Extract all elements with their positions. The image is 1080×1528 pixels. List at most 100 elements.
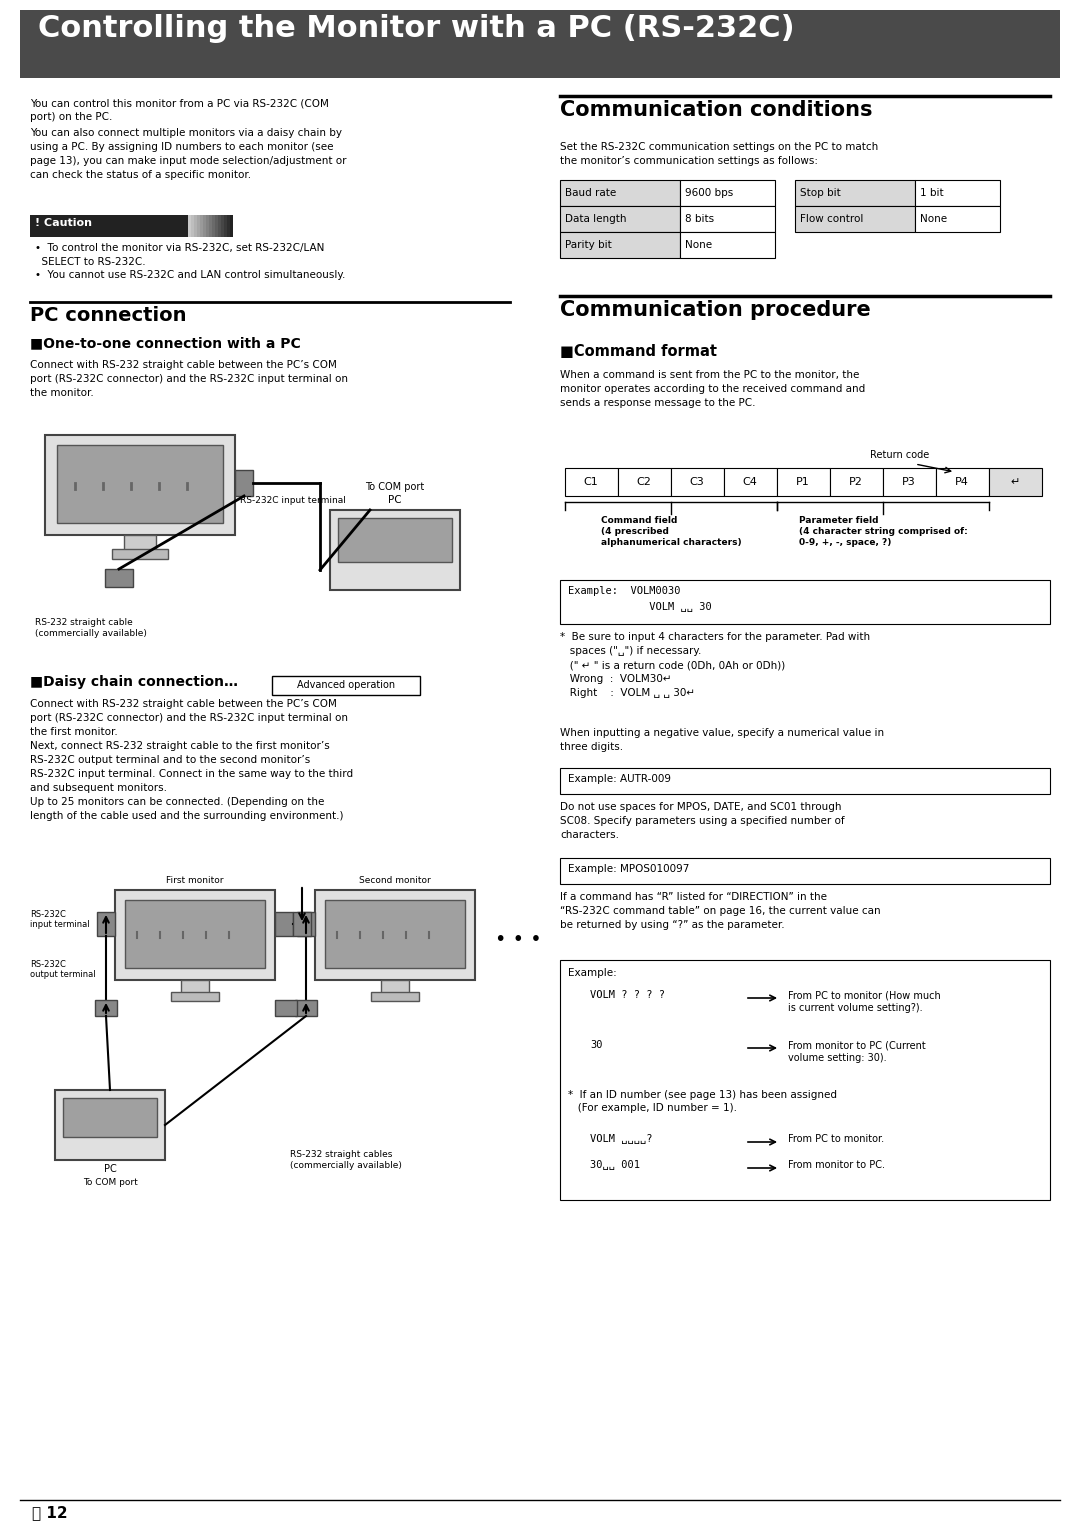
Text: •  To control the monitor via RS-232C, set RS-232C/LAN
  SELECT to RS-232C.: • To control the monitor via RS-232C, se…: [35, 243, 324, 267]
Bar: [680, 180, 775, 206]
Bar: [561, 960, 1050, 1199]
Text: 30␣␣ 001: 30␣␣ 001: [590, 1160, 640, 1170]
Bar: [63, 1099, 157, 1137]
Bar: [680, 232, 775, 258]
Text: C1: C1: [583, 477, 598, 487]
Bar: [230, 215, 233, 237]
Bar: [561, 180, 680, 206]
Bar: [227, 215, 230, 237]
Bar: [221, 215, 224, 237]
Text: ↵: ↵: [1010, 477, 1020, 487]
Bar: [618, 468, 671, 497]
Bar: [171, 992, 219, 1001]
Bar: [206, 215, 210, 237]
Text: Controlling the Monitor with a PC (RS-232C): Controlling the Monitor with a PC (RS-23…: [38, 14, 795, 43]
Text: P1: P1: [796, 477, 810, 487]
Text: 1 bit: 1 bit: [920, 188, 944, 199]
Text: Example: MPOS010097: Example: MPOS010097: [568, 863, 689, 874]
Text: Advanced operation: Advanced operation: [297, 680, 395, 691]
Text: Example:: Example:: [568, 969, 617, 978]
Text: Second monitor: Second monitor: [360, 876, 431, 885]
Bar: [124, 535, 156, 552]
Text: Return code: Return code: [870, 451, 930, 460]
Text: *  Be sure to input 4 characters for the parameter. Pad with
   spaces ("␣") if : * Be sure to input 4 characters for the …: [561, 633, 870, 698]
Text: To COM port: To COM port: [83, 1178, 137, 1187]
Bar: [112, 549, 168, 559]
Bar: [561, 769, 1050, 795]
Bar: [561, 206, 680, 232]
Bar: [125, 900, 265, 969]
Text: None: None: [685, 240, 712, 251]
Bar: [315, 889, 475, 979]
Text: Example:  VOLM0030: Example: VOLM0030: [568, 587, 680, 596]
Text: From monitor to PC.: From monitor to PC.: [788, 1160, 885, 1170]
Text: To COM port: To COM port: [365, 481, 424, 492]
Bar: [191, 215, 194, 237]
Bar: [215, 215, 218, 237]
Text: ! Caution: ! Caution: [35, 219, 92, 228]
Bar: [114, 889, 275, 979]
Bar: [989, 468, 1042, 497]
Bar: [272, 675, 420, 695]
Bar: [680, 206, 775, 232]
Text: If a command has “R” listed for “DIRECTION” in the
“RS-232C command table” on pa: If a command has “R” listed for “DIRECTI…: [561, 892, 880, 931]
Text: Data length: Data length: [565, 214, 626, 225]
Bar: [724, 468, 777, 497]
Text: Connect with RS-232 straight cable between the PC’s COM
port (RS-232C connector): Connect with RS-232 straight cable betwe…: [30, 361, 348, 397]
Text: C3: C3: [690, 477, 704, 487]
Text: Parity bit: Parity bit: [565, 240, 611, 251]
Text: None: None: [920, 214, 947, 225]
Text: Parameter field
(4 character string comprised of:
0-9, +, -, space, ?): Parameter field (4 character string comp…: [798, 516, 968, 547]
Bar: [197, 215, 200, 237]
Bar: [105, 568, 133, 587]
Text: When a command is sent from the PC to the monitor, the
monitor operates accordin: When a command is sent from the PC to th…: [561, 370, 865, 408]
Text: RS-232C
input terminal: RS-232C input terminal: [30, 911, 90, 929]
Bar: [275, 912, 293, 937]
Text: P4: P4: [955, 477, 969, 487]
Text: Connect with RS-232 straight cable between the PC’s COM
port (RS-232C connector): Connect with RS-232 straight cable betwe…: [30, 698, 353, 821]
Text: RS-232 straight cables
(commercially available): RS-232 straight cables (commercially ava…: [291, 1151, 402, 1170]
Bar: [200, 215, 203, 237]
Bar: [194, 215, 197, 237]
Text: PC: PC: [104, 1164, 117, 1174]
Bar: [795, 206, 915, 232]
Text: ■One-to-one connection with a PC: ■One-to-one connection with a PC: [30, 336, 300, 350]
Text: Communication procedure: Communication procedure: [561, 299, 870, 319]
Bar: [338, 518, 453, 562]
Text: 9600 bps: 9600 bps: [685, 188, 733, 199]
Text: From PC to monitor (How much
is current volume setting?).: From PC to monitor (How much is current …: [788, 990, 941, 1013]
Text: Do not use spaces for MPOS, DATE, and SC01 through
SC08. Specify parameters usin: Do not use spaces for MPOS, DATE, and SC…: [561, 802, 845, 840]
Text: From PC to monitor.: From PC to monitor.: [788, 1134, 885, 1144]
Text: You can control this monitor from a PC via RS-232C (COM
port) on the PC.: You can control this monitor from a PC v…: [30, 98, 329, 122]
Text: PC connection: PC connection: [30, 306, 187, 325]
Bar: [218, 215, 221, 237]
Bar: [55, 1089, 165, 1160]
Text: Baud rate: Baud rate: [565, 188, 617, 199]
Bar: [181, 979, 210, 995]
Bar: [95, 999, 117, 1016]
Bar: [372, 992, 419, 1001]
Text: From monitor to PC (Current
volume setting: 30).: From monitor to PC (Current volume setti…: [788, 1041, 926, 1063]
Text: Flow control: Flow control: [800, 214, 863, 225]
Text: P2: P2: [849, 477, 863, 487]
Text: VOLM ? ? ? ?: VOLM ? ? ? ?: [590, 990, 665, 999]
Text: Command field
(4 prescribed
alphanumerical characters): Command field (4 prescribed alphanumeric…: [600, 516, 741, 547]
Bar: [831, 468, 883, 497]
Bar: [293, 912, 311, 937]
Bar: [224, 215, 227, 237]
Bar: [915, 180, 1000, 206]
Text: RS-232 straight cable
(commercially available): RS-232 straight cable (commercially avai…: [35, 617, 147, 639]
Bar: [57, 445, 222, 523]
Bar: [330, 510, 460, 590]
Bar: [936, 468, 989, 497]
Bar: [561, 581, 1050, 623]
Bar: [381, 979, 409, 995]
Text: C4: C4: [743, 477, 757, 487]
Bar: [561, 859, 1050, 885]
Text: 30: 30: [590, 1041, 603, 1050]
Text: You can also connect multiple monitors via a daisy chain by
using a PC. By assig: You can also connect multiple monitors v…: [30, 128, 347, 180]
Bar: [795, 180, 915, 206]
Text: Ⓔ 12: Ⓔ 12: [32, 1505, 68, 1520]
Text: Communication conditions: Communication conditions: [561, 99, 873, 121]
Bar: [325, 900, 465, 969]
